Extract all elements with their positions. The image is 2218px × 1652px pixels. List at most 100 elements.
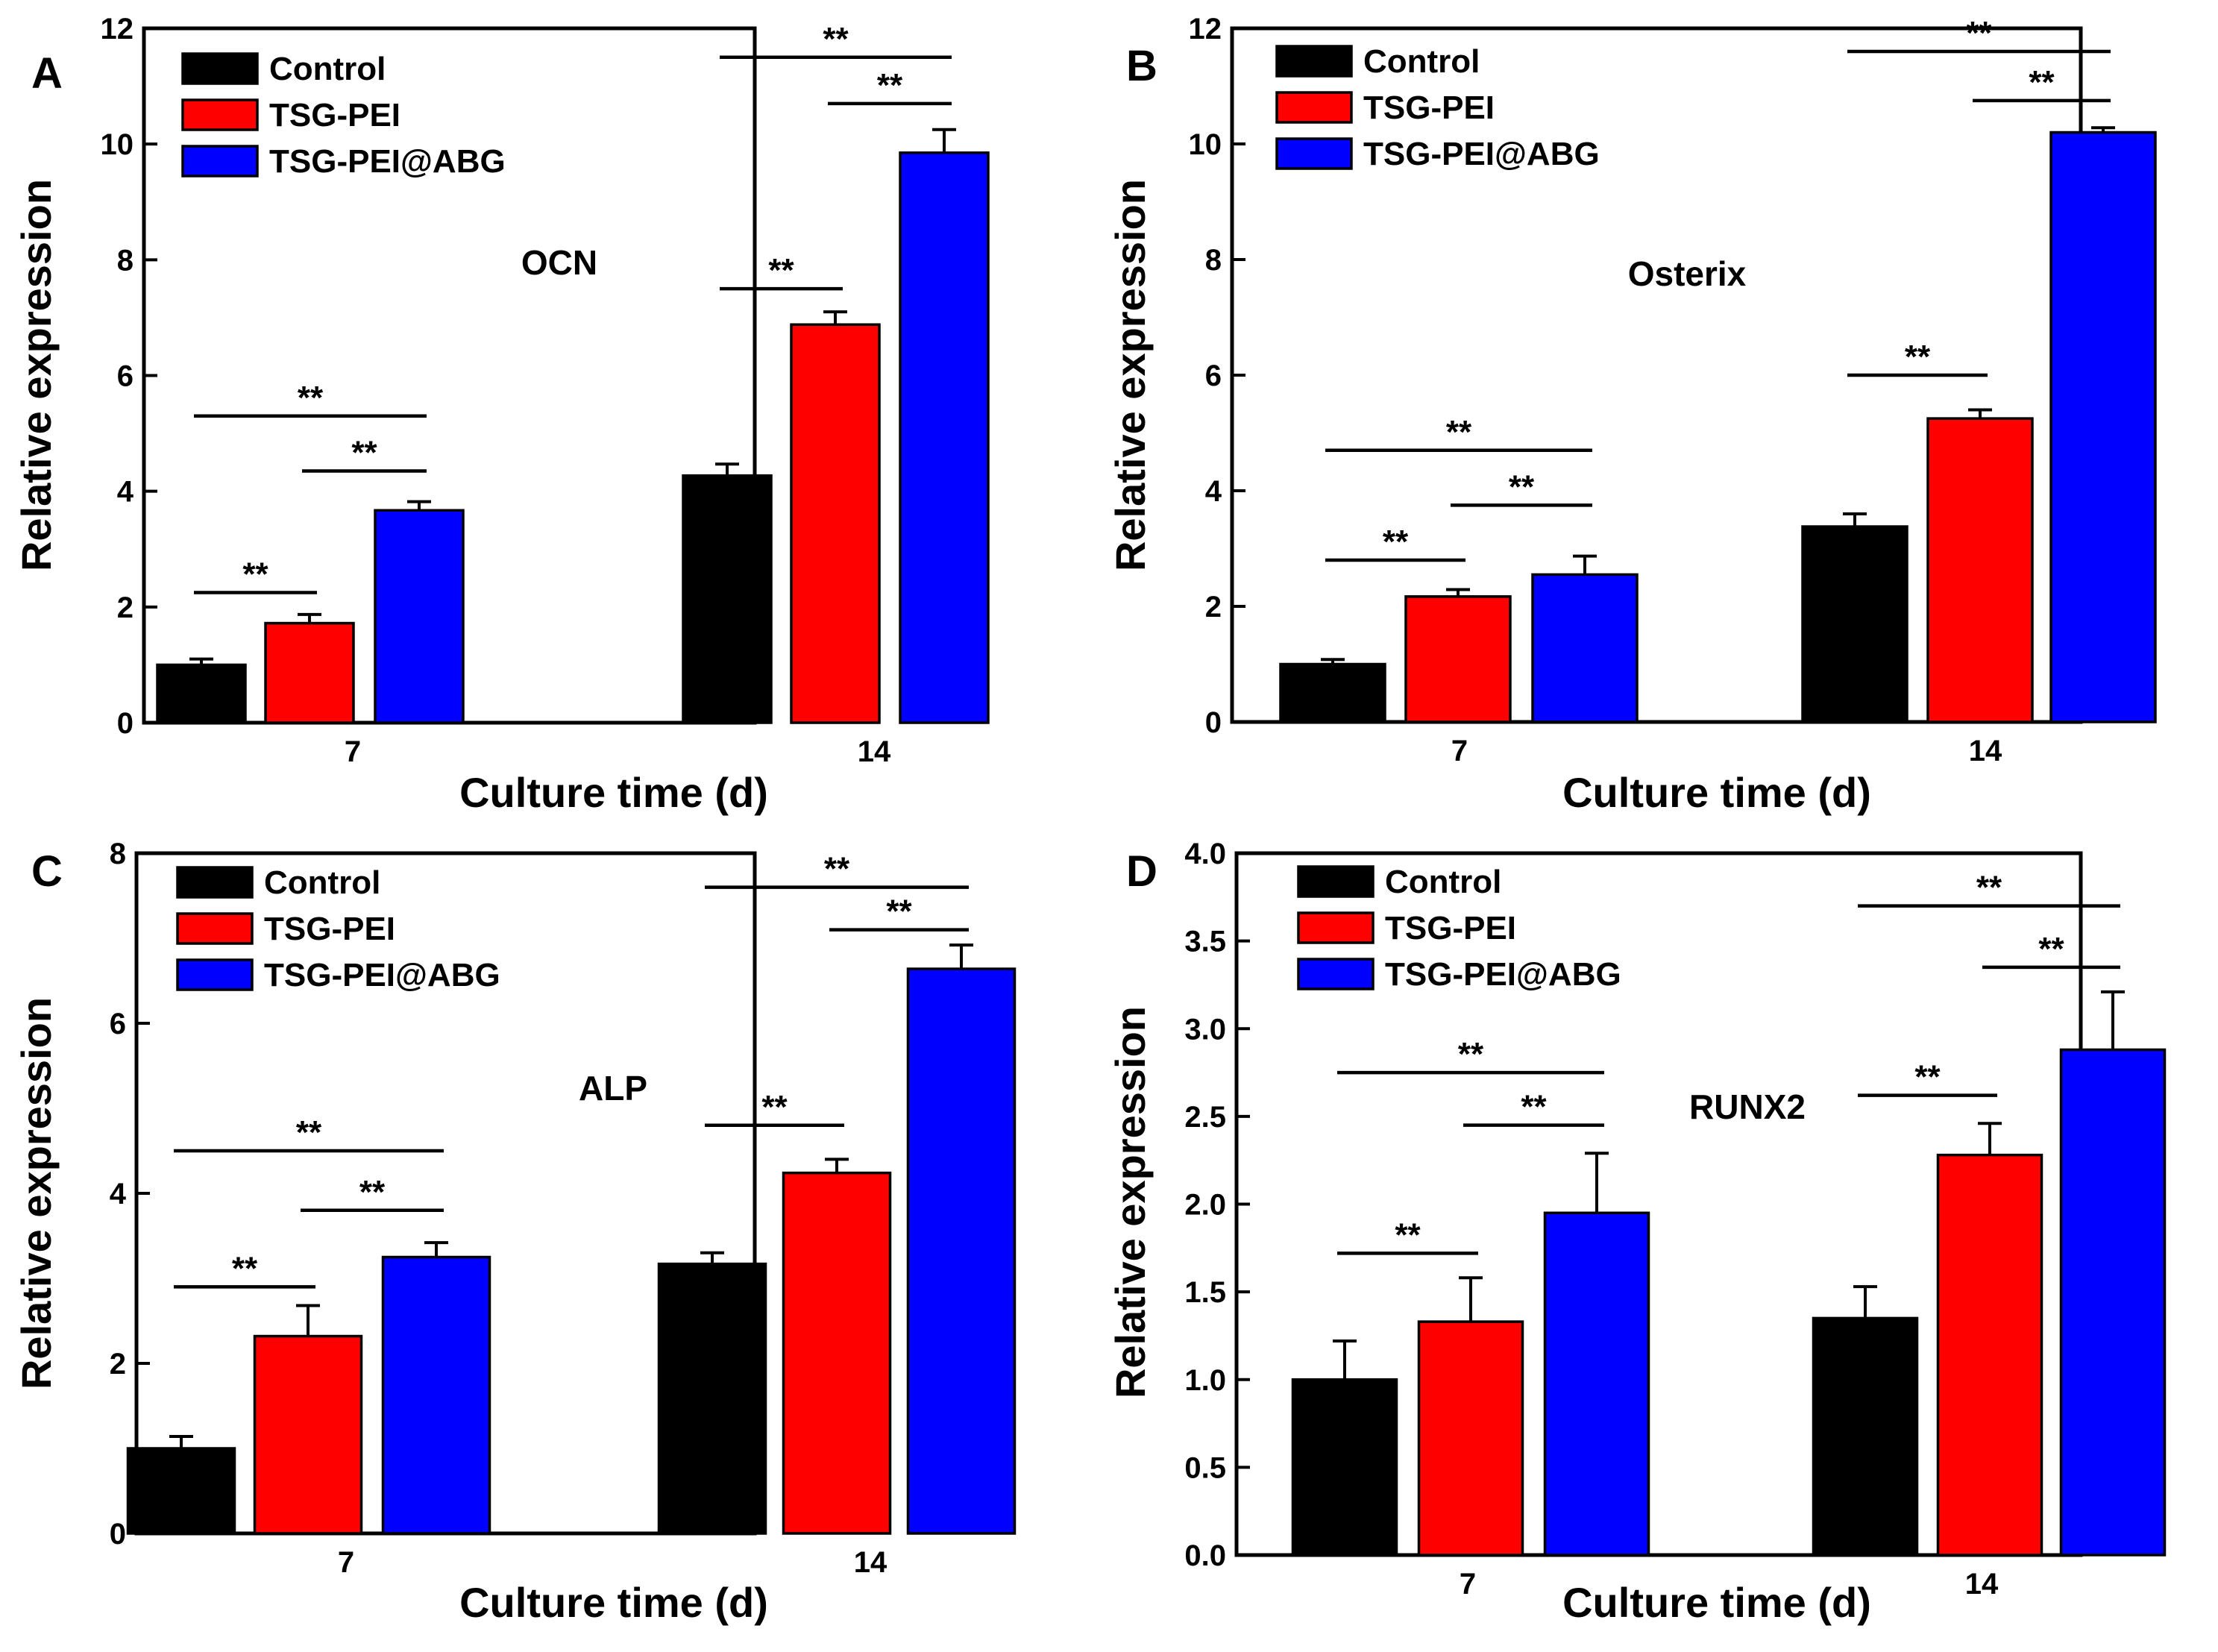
y-tick-label: 8	[117, 244, 133, 277]
legend-label: TSG-PEI	[269, 97, 400, 134]
chart-title: RUNX2	[1689, 1087, 1806, 1126]
significance-marker: **	[296, 1114, 322, 1151]
bar-tsg-pei-day7	[264, 621, 355, 724]
legend-swatch-tsg-pei-abg	[181, 145, 259, 178]
chart-panel-c: 0 2 4 6 8 7 14 ** ** ** ** ** ** Control TSG-PEI TSG-PE…	[13, 838, 1017, 1626]
significance-marker: **	[242, 556, 268, 592]
significance-marker: **	[824, 851, 850, 888]
y-tick-label: 0	[1205, 706, 1222, 739]
legend-swatch-tsg-pei-abg	[1297, 958, 1375, 990]
bar-tsg-pei-abg-day7	[1543, 1211, 1650, 1557]
y-tick-label: 2.0	[1184, 1189, 1226, 1222]
bar-tsg-pei-day14	[1926, 417, 2034, 723]
legend-label: Control	[264, 864, 380, 901]
bar-control-day7	[1291, 1378, 1398, 1557]
significance-marker: **	[2029, 64, 2055, 101]
bar-control-day14	[1812, 1316, 1919, 1557]
x-axis-label: Culture time (d)	[459, 1579, 768, 1626]
y-tick-label: 12	[101, 13, 134, 45]
legend-swatch-tsg-pei	[1297, 911, 1375, 944]
bar-tsg-pei-abg-day14	[2059, 1048, 2167, 1557]
legend-swatch-control	[176, 866, 254, 899]
significance-marker: **	[1914, 1059, 1941, 1096]
bar-tsg-pei-day7	[1417, 1320, 1524, 1557]
bar-control-day7	[1279, 662, 1386, 723]
significance-marker: **	[1521, 1089, 1547, 1125]
y-tick-label: 0.0	[1184, 1539, 1226, 1572]
legend-swatch-control	[181, 52, 259, 85]
legend-swatch-tsg-pei-abg	[1275, 137, 1353, 170]
significance-marker: **	[768, 252, 794, 289]
x-tick-label: 14	[1965, 1568, 1999, 1601]
bar-tsg-pei-day14	[782, 1171, 892, 1535]
y-tick-label: 2	[1205, 591, 1222, 624]
x-axis-label: Culture time (d)	[1562, 1579, 1871, 1626]
y-tick-label: 1.5	[1184, 1276, 1226, 1309]
legend-swatch-control	[1275, 45, 1353, 78]
x-axis-label: Culture time (d)	[1562, 769, 1871, 816]
legend-label: Control	[1363, 43, 1480, 80]
bar-tsg-pei-abg-day7	[374, 509, 465, 724]
legend-swatch-tsg-pei	[181, 98, 259, 131]
x-tick-label: 7	[338, 1546, 354, 1579]
chart-panel-b: 0 2 4 6 8 10 12 7 14 ** ** ** ** ** ** Control TSG-PEI TS…	[1107, 13, 2157, 816]
significance-marker: **	[1509, 468, 1535, 505]
y-tick-label: 2.5	[1184, 1101, 1226, 1134]
chart-panel-a: 0 2 4 6 8 10 12 7 14 ** ** ** ** ** ** Control TSG-PEI TS…	[13, 13, 990, 816]
x-tick-label: 14	[858, 735, 891, 768]
chart-title: OCN	[521, 243, 597, 282]
panel-label: A	[31, 49, 63, 98]
significance-marker: **	[1395, 1216, 1421, 1253]
y-axis-label: Relative expression	[1107, 179, 1154, 571]
significance-marker: **	[298, 380, 324, 416]
significance-marker: **	[359, 1174, 386, 1210]
y-axis-label: Relative expression	[13, 179, 60, 571]
bar-tsg-pei-abg-day14	[906, 967, 1017, 1535]
y-tick-label: 6	[1205, 359, 1222, 392]
y-tick-label: 3.5	[1184, 926, 1226, 958]
y-tick-label: 6	[117, 360, 133, 393]
significance-marker: **	[2038, 931, 2064, 967]
significance-marker: **	[1383, 524, 1409, 560]
x-tick-label: 14	[1969, 735, 2002, 767]
chart-panel-d: 0.0 0.5 1.0 1.5 2.0 2.5 3.0 3.5 4.0 7 14 ** ** ** ** **…	[1107, 838, 2167, 1626]
chart-title: Osterix	[1628, 254, 1747, 293]
bar-tsg-pei-day14	[790, 323, 881, 724]
y-tick-label: 4	[117, 476, 134, 509]
bar-tsg-pei-abg-day7	[1531, 573, 1639, 723]
significance-marker: **	[1458, 1036, 1484, 1072]
y-tick-label: 12	[1189, 13, 1222, 45]
legend-label: TSG-PEI	[1363, 89, 1495, 126]
y-tick-label: 4	[1205, 475, 1222, 508]
chart-title: ALP	[579, 1069, 647, 1108]
legend-label: TSG-PEI	[1385, 910, 1516, 946]
bar-tsg-pei-day7	[253, 1334, 363, 1535]
y-tick-label: 6	[110, 1008, 126, 1040]
legend-swatch-tsg-pei-abg	[176, 958, 254, 991]
y-tick-label: 4	[110, 1178, 127, 1210]
x-tick-label: 7	[1451, 735, 1468, 767]
y-tick-label: 3.0	[1184, 1013, 1226, 1046]
significance-marker: **	[761, 1089, 788, 1125]
y-tick-label: 0	[117, 707, 133, 740]
legend-label: Control	[269, 51, 386, 87]
panel-label: D	[1126, 847, 1157, 896]
significance-marker: **	[351, 435, 377, 471]
y-axis-label: Relative expression	[13, 997, 60, 1389]
significance-marker: **	[877, 67, 903, 104]
legend-label: TSG-PEI@ABG	[269, 143, 506, 180]
legend-label: TSG-PEI@ABG	[1385, 956, 1621, 993]
legend-swatch-tsg-pei	[176, 912, 254, 945]
legend-swatch-control	[1297, 865, 1375, 898]
bar-control-day7	[126, 1447, 236, 1535]
y-axis-label: Relative expression	[1107, 1006, 1154, 1398]
x-axis-label: Culture time (d)	[459, 769, 768, 816]
bar-tsg-pei-abg-day14	[2049, 131, 2157, 723]
significance-marker: **	[1966, 15, 1992, 51]
legend-swatch-tsg-pei	[1275, 91, 1353, 124]
bar-control-day14	[682, 474, 773, 724]
panel-label: C	[31, 847, 63, 896]
significance-marker: **	[886, 893, 912, 930]
y-tick-label: 0	[110, 1518, 126, 1551]
